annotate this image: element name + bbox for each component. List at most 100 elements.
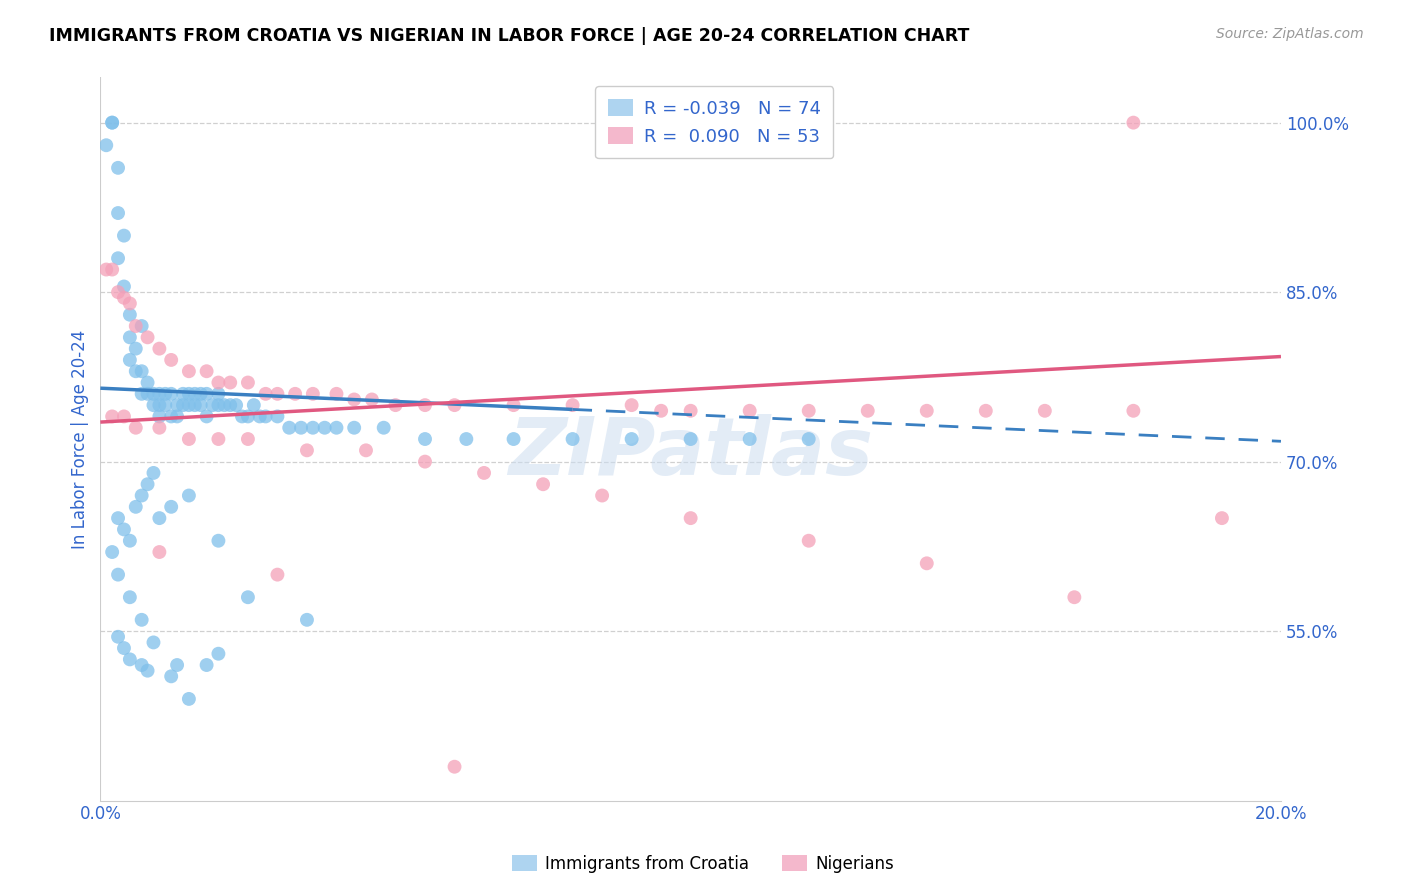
Point xyxy=(112,523,135,537)
Point xyxy=(225,398,247,412)
Point xyxy=(107,567,129,582)
Point xyxy=(142,398,165,412)
Point xyxy=(172,398,194,412)
Y-axis label: In Labor Force | Age 20-24: In Labor Force | Age 20-24 xyxy=(72,329,89,549)
Point xyxy=(207,432,229,446)
Point xyxy=(155,398,177,412)
Point xyxy=(118,591,141,605)
Point xyxy=(679,404,702,418)
Point xyxy=(131,658,153,673)
Point xyxy=(561,432,583,446)
Point xyxy=(107,285,129,300)
Point xyxy=(136,664,159,678)
Point xyxy=(107,206,129,220)
Point xyxy=(131,613,153,627)
Point xyxy=(797,533,820,548)
Point xyxy=(413,455,436,469)
Point xyxy=(354,443,377,458)
Point xyxy=(125,364,148,378)
Text: ZIPatlas: ZIPatlas xyxy=(508,415,873,492)
Point xyxy=(118,533,141,548)
Point xyxy=(797,404,820,418)
Text: IMMIGRANTS FROM CROATIA VS NIGERIAN IN LABOR FORCE | AGE 20-24 CORRELATION CHART: IMMIGRANTS FROM CROATIA VS NIGERIAN IN L… xyxy=(49,27,970,45)
Point xyxy=(190,387,212,401)
Point xyxy=(295,613,318,627)
Point xyxy=(142,635,165,649)
Point xyxy=(974,404,997,418)
Legend: Immigrants from Croatia, Nigerians: Immigrants from Croatia, Nigerians xyxy=(505,848,901,880)
Point xyxy=(207,533,229,548)
Point xyxy=(278,421,301,435)
Point xyxy=(443,398,465,412)
Point xyxy=(184,398,207,412)
Point xyxy=(325,421,347,435)
Point xyxy=(413,398,436,412)
Point xyxy=(148,545,170,559)
Point xyxy=(266,409,288,424)
Point xyxy=(112,279,135,293)
Point xyxy=(112,291,135,305)
Point xyxy=(136,330,159,344)
Point xyxy=(177,489,200,503)
Point xyxy=(249,409,271,424)
Point xyxy=(243,398,266,412)
Point xyxy=(125,342,148,356)
Point xyxy=(915,557,938,571)
Point xyxy=(214,398,236,412)
Point xyxy=(184,387,207,401)
Point xyxy=(361,392,384,407)
Point xyxy=(101,115,124,129)
Point xyxy=(302,421,325,435)
Point xyxy=(295,443,318,458)
Point xyxy=(502,432,524,446)
Point xyxy=(166,409,188,424)
Point xyxy=(118,330,141,344)
Point xyxy=(148,511,170,525)
Point xyxy=(343,392,366,407)
Point xyxy=(118,308,141,322)
Point xyxy=(195,364,218,378)
Point xyxy=(131,364,153,378)
Point xyxy=(856,404,879,418)
Point xyxy=(443,760,465,774)
Point xyxy=(177,432,200,446)
Point xyxy=(101,262,124,277)
Point xyxy=(1122,404,1144,418)
Point xyxy=(101,409,124,424)
Point xyxy=(302,387,325,401)
Point xyxy=(148,421,170,435)
Point xyxy=(101,545,124,559)
Point xyxy=(502,398,524,412)
Point xyxy=(177,364,200,378)
Point xyxy=(112,641,135,656)
Point xyxy=(456,432,478,446)
Point xyxy=(219,398,242,412)
Point xyxy=(207,398,229,412)
Point xyxy=(160,409,183,424)
Point xyxy=(160,387,183,401)
Point xyxy=(207,376,229,390)
Point xyxy=(195,387,218,401)
Point xyxy=(561,398,583,412)
Point xyxy=(620,432,643,446)
Point xyxy=(148,342,170,356)
Point xyxy=(531,477,554,491)
Point xyxy=(136,477,159,491)
Point xyxy=(1122,115,1144,129)
Point xyxy=(620,398,643,412)
Point xyxy=(325,387,347,401)
Point xyxy=(236,591,259,605)
Point xyxy=(155,387,177,401)
Point xyxy=(112,228,135,243)
Point xyxy=(96,138,118,153)
Point xyxy=(738,432,761,446)
Point xyxy=(207,647,229,661)
Point xyxy=(1211,511,1233,525)
Point xyxy=(136,387,159,401)
Point xyxy=(591,489,613,503)
Point xyxy=(118,652,141,666)
Point xyxy=(254,409,277,424)
Point xyxy=(201,398,224,412)
Point xyxy=(254,387,277,401)
Point xyxy=(125,421,148,435)
